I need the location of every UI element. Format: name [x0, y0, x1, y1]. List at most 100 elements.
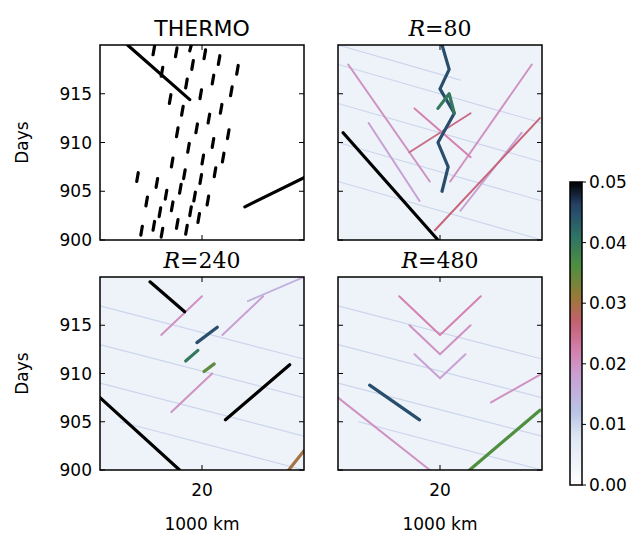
panel-title: R=240	[162, 248, 240, 273]
y-tick	[338, 191, 343, 192]
colorbar-tick	[582, 242, 586, 243]
x-axis-title: 1000 km	[164, 514, 239, 534]
plot-area	[338, 45, 542, 240]
streak	[150, 282, 185, 312]
streak	[225, 365, 289, 420]
streak	[186, 225, 188, 234]
panel-title: R=480	[400, 248, 478, 273]
y-tick	[338, 373, 343, 374]
x-tick-label: 20	[191, 480, 213, 500]
streak	[245, 178, 304, 207]
y-tick-label: 905	[60, 181, 92, 201]
colorbar: 0.000.010.020.030.040.05	[570, 172, 627, 495]
streak	[208, 114, 210, 123]
y-tick	[338, 240, 343, 241]
x-tick-label: 20	[429, 480, 451, 500]
background-field	[338, 277, 542, 470]
streak	[450, 65, 532, 182]
streak	[212, 75, 214, 84]
x-tick	[202, 465, 203, 470]
y-tick	[100, 421, 105, 422]
frame	[100, 277, 304, 470]
panel: 20900905910915Days1000 kmR=240	[12, 248, 304, 534]
y-tick	[100, 470, 105, 471]
streak	[415, 354, 466, 378]
x-tick	[440, 277, 441, 282]
streak	[182, 106, 184, 115]
streak	[438, 94, 454, 114]
streak	[153, 221, 155, 230]
y-tick	[100, 325, 105, 326]
streak	[196, 124, 198, 133]
colorbar-tick	[582, 363, 586, 364]
streak	[100, 306, 304, 359]
streak	[248, 277, 304, 301]
y-tick	[299, 470, 304, 471]
streak	[220, 104, 222, 113]
figure: 900905910915DaysTHERMOR=8020900905910915…	[0, 0, 644, 542]
colorbar-tick-label: 0.00	[589, 475, 627, 495]
streak	[222, 153, 224, 162]
streak	[156, 179, 158, 188]
streak	[198, 214, 200, 223]
streak	[100, 398, 180, 470]
streak	[338, 345, 542, 398]
streak	[120, 422, 304, 470]
streak	[438, 45, 454, 191]
streak	[165, 190, 167, 199]
background-field	[100, 45, 304, 240]
streak	[200, 175, 202, 184]
streak	[343, 133, 438, 240]
panel: 900905910915DaysTHERMO	[12, 16, 304, 250]
y-tick-label: 900	[60, 460, 92, 480]
y-tick-label: 910	[60, 133, 92, 153]
streak	[161, 67, 163, 76]
y-tick-label: 900	[60, 230, 92, 250]
y-tick	[299, 325, 304, 326]
streak	[370, 385, 420, 420]
streak	[222, 296, 263, 335]
streak	[100, 383, 304, 436]
y-tick	[338, 421, 343, 422]
colorbar-tick	[582, 303, 586, 304]
y-tick-label: 915	[60, 84, 92, 104]
streak	[184, 170, 186, 179]
streak	[237, 65, 239, 74]
streak	[161, 228, 163, 237]
streak	[200, 90, 202, 99]
streak	[470, 410, 540, 470]
streak	[141, 226, 143, 235]
colorbar-tick-label: 0.01	[589, 414, 627, 434]
streak	[358, 422, 542, 470]
streak	[228, 130, 230, 139]
streak	[338, 398, 430, 470]
frame	[338, 277, 542, 470]
y-tick-label: 915	[60, 315, 92, 335]
plot-area	[100, 45, 304, 240]
frame	[100, 45, 304, 240]
plot-area	[338, 277, 542, 470]
background-field	[100, 277, 304, 470]
streak	[435, 118, 540, 230]
streak	[190, 45, 192, 51]
colorbar-tick-label: 0.05	[589, 172, 627, 192]
streak	[338, 182, 542, 241]
colorbar-tick-label: 0.03	[589, 293, 627, 313]
streak	[177, 128, 179, 137]
streak	[177, 220, 179, 229]
x-tick	[440, 465, 441, 470]
streak	[214, 168, 216, 177]
streak	[190, 207, 192, 216]
streak	[128, 45, 190, 100]
x-tick	[440, 45, 441, 50]
y-tick	[338, 142, 343, 143]
streak	[289, 451, 304, 470]
frame	[338, 45, 542, 240]
streak	[175, 48, 177, 57]
x-tick	[202, 235, 203, 240]
y-tick	[537, 93, 542, 94]
y-tick	[537, 373, 542, 374]
background-field	[338, 45, 542, 240]
y-tick	[100, 191, 105, 192]
y-tick	[299, 421, 304, 422]
